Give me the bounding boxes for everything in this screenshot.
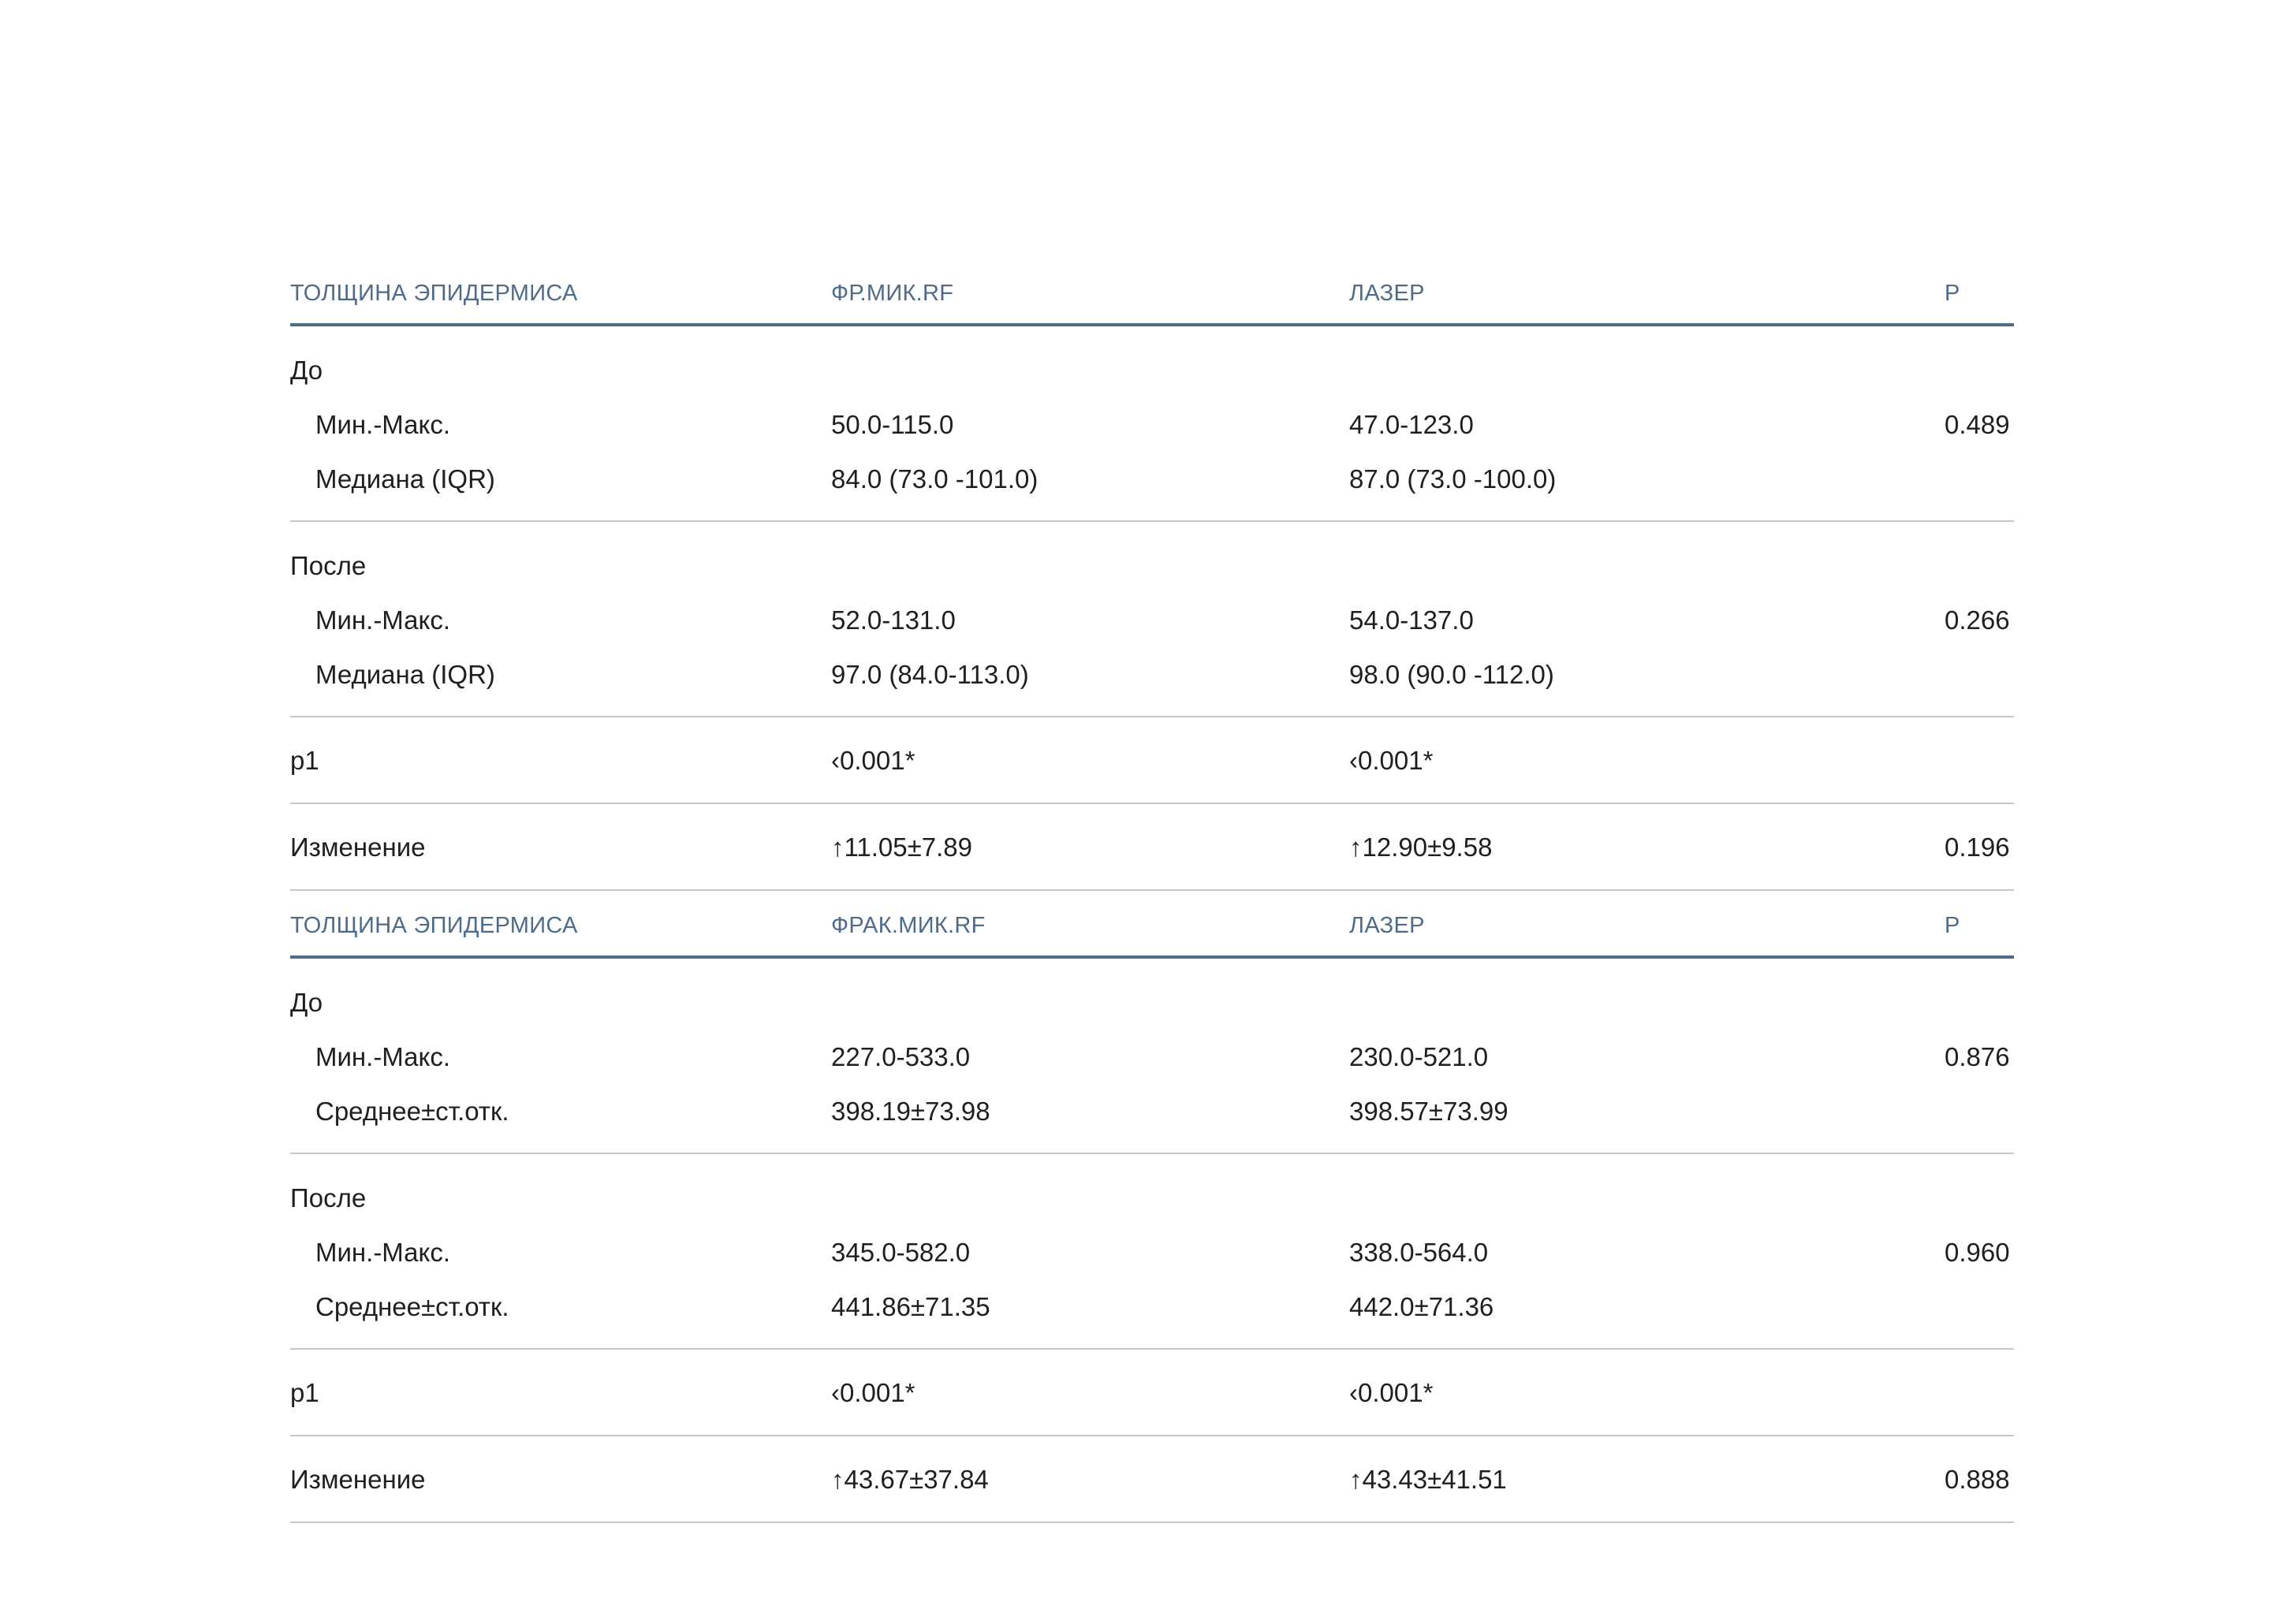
cell-value: ‹0.001* (1349, 746, 1434, 775)
header-p: P (1945, 913, 1960, 938)
group-label: До (290, 988, 323, 1017)
document: ТОЛЩИНА ЭПИДЕРМИСА ФР.МИК.RF ЛАЗЕР P До … (290, 259, 2014, 1523)
group-after: После Мин.-Макс. 345.0-582.0 338.0-564.0… (290, 1154, 2014, 1350)
table-2: ТОЛЩИНА ЭПИДЕРМИСА ФРАК.МИК.RF ЛАЗЕР P Д… (290, 891, 2014, 1523)
cell-p-value: 0.888 (1945, 1465, 2010, 1494)
cell-value: 441.86±71.35 (831, 1292, 990, 1321)
header-measure: ТОЛЩИНА ЭПИДЕРМИСА (290, 913, 578, 938)
cell-value: 87.0 (73.0 -100.0) (1349, 464, 1557, 494)
table-1: ТОЛЩИНА ЭПИДЕРМИСА ФР.МИК.RF ЛАЗЕР P До … (290, 259, 2014, 891)
group-label: До (290, 356, 323, 385)
cell-value: ↑12.90±9.58 (1349, 832, 1493, 862)
row-label: Медиана (IQR) (315, 464, 495, 494)
cell-value: 47.0-123.0 (1349, 410, 1474, 439)
cell-value: 227.0-533.0 (831, 1042, 971, 1071)
header-p: P (1945, 281, 1960, 306)
row-label: Мин.-Макс. (315, 1042, 450, 1071)
cell-value: 230.0-521.0 (1349, 1042, 1489, 1071)
row-label: Среднее±ст.отк. (315, 1292, 509, 1321)
cell-value: 345.0-582.0 (831, 1238, 971, 1267)
table-header: ТОЛЩИНА ЭПИДЕРМИСА ФРАК.МИК.RF ЛАЗЕР P (290, 891, 2014, 959)
group-label: После (290, 1183, 367, 1212)
cell-value: ‹0.001* (831, 746, 915, 775)
row-label: Медиана (IQR) (315, 660, 495, 689)
row-label: p1 (290, 1378, 319, 1407)
row-p1: p1 ‹0.001* ‹0.001* (290, 1350, 2014, 1436)
cell-value: 97.0 (84.0-113.0) (831, 660, 1029, 689)
cell-value: 442.0±71.36 (1349, 1292, 1494, 1321)
group-before: До Мин.-Макс. 50.0-115.0 47.0-123.0 0.48… (290, 326, 2014, 522)
row-label: Мин.-Макс. (315, 605, 450, 635)
cell-value: ‹0.001* (831, 1378, 915, 1407)
cell-value: 338.0-564.0 (1349, 1238, 1489, 1267)
cell-value: ↑43.43±41.51 (1349, 1465, 1507, 1494)
group-before: До Мин.-Макс. 227.0-533.0 230.0-521.0 0.… (290, 959, 2014, 1154)
cell-value: 52.0-131.0 (831, 605, 956, 635)
row-label: Мин.-Макс. (315, 410, 450, 439)
group-label: После (290, 551, 367, 580)
cell-value: 98.0 (90.0 -112.0) (1349, 660, 1554, 689)
cell-value: 398.57±73.99 (1349, 1097, 1508, 1126)
cell-value: ↑11.05±7.89 (831, 832, 972, 862)
header-group-a: ФР.МИК.RF (831, 281, 954, 306)
cell-p-value: 0.876 (1945, 1042, 2010, 1071)
header-group-b: ЛАЗЕР (1349, 913, 1425, 938)
row-change: Изменение ↑43.67±37.84 ↑43.43±41.51 0.88… (290, 1436, 2014, 1523)
cell-p-value: 0.960 (1945, 1238, 2010, 1267)
row-label: Мин.-Макс. (315, 1238, 450, 1267)
header-measure: ТОЛЩИНА ЭПИДЕРМИСА (290, 281, 578, 306)
table-header: ТОЛЩИНА ЭПИДЕРМИСА ФР.МИК.RF ЛАЗЕР P (290, 259, 2014, 326)
cell-value: 50.0-115.0 (831, 410, 954, 439)
row-label: p1 (290, 746, 319, 775)
row-label: Изменение (290, 1465, 426, 1494)
header-group-a: ФРАК.МИК.RF (831, 913, 986, 938)
row-p1: p1 ‹0.001* ‹0.001* (290, 717, 2014, 804)
row-change: Изменение ↑11.05±7.89 ↑12.90±9.58 0.196 (290, 804, 2014, 891)
cell-p-value: 0.196 (1945, 832, 2010, 862)
group-after: После Мин.-Макс. 52.0-131.0 54.0-137.0 0… (290, 522, 2014, 717)
cell-value: ↑43.67±37.84 (831, 1465, 989, 1494)
cell-p-value: 0.266 (1945, 605, 2010, 635)
row-label: Изменение (290, 832, 426, 862)
cell-value: 398.19±73.98 (831, 1097, 990, 1126)
cell-value: 54.0-137.0 (1349, 605, 1474, 635)
cell-value: ‹0.001* (1349, 1378, 1434, 1407)
row-label: Среднее±ст.отк. (315, 1097, 509, 1126)
cell-p-value: 0.489 (1945, 410, 2010, 439)
header-group-b: ЛАЗЕР (1349, 281, 1425, 306)
cell-value: 84.0 (73.0 -101.0) (831, 464, 1039, 494)
